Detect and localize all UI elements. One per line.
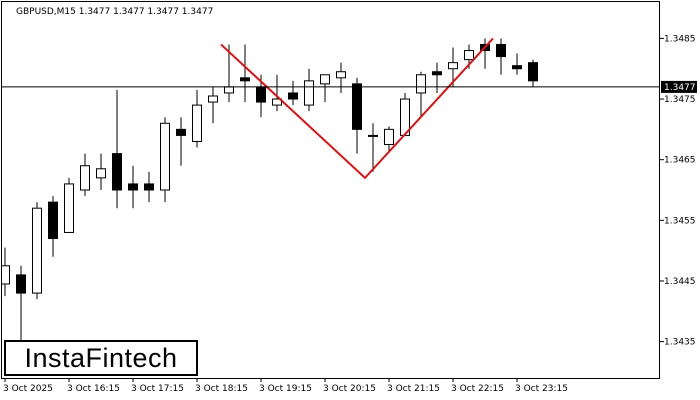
x-tick-label: 3 Oct 17:15 [131,384,184,394]
candle-body-bull [80,165,90,191]
brand-logo: InstaFintech [4,340,198,376]
candle-body-bull [160,122,170,191]
current-price-box: 1.3477 [661,80,697,93]
candle [320,74,330,103]
candle [432,62,442,93]
x-tick-label: 3 Oct 19:15 [259,384,312,394]
candle [496,38,506,75]
candle-body-bull [304,80,314,106]
y-tick-label: 1.3475 [664,95,696,105]
y-tick-label: 1.3465 [664,156,696,166]
candle-body-bear [176,128,186,136]
candle [128,165,138,209]
candle [64,177,74,233]
candle [400,92,410,136]
candle [368,123,378,172]
candle-body-bear [48,201,58,240]
candle [288,80,298,106]
double-top-pattern-line [220,37,494,180]
candle-body-bull [384,128,394,146]
current-price-box-bg [661,80,697,93]
candle-body-bull [272,98,282,106]
candle [336,62,346,93]
candle [80,153,90,197]
y-tick-label: 1.3485 [664,34,696,44]
candle-body-bull [208,95,218,103]
current-price-label: 1.3477 [664,83,696,93]
candle [96,153,106,190]
candle-body-bear [496,43,506,58]
candle [240,44,250,103]
candle-body-bull [2,265,10,285]
candle-body-bull [96,168,106,179]
candle-body-bull [368,134,378,137]
candle-body-bear [432,71,442,76]
y-axis: 1.3485 1.3475 1.3465 1.3455 1.3445 1.3435 [660,34,696,348]
candle [16,265,26,348]
candle-body-bull [416,74,426,94]
candle-body-bear [112,153,122,191]
candle [144,171,154,203]
candle [48,196,58,257]
pattern-layer [220,37,494,180]
y-tick-label: 1.3435 [664,338,696,348]
candle [208,86,218,124]
candle-body-bear [144,183,154,191]
candle-body-bull [464,50,474,61]
x-tick-label: 3 Oct 2025 [3,384,53,394]
x-tick-label: 3 Oct 23:15 [515,384,568,394]
candle-body-bear [240,77,250,82]
candle-body-bear [16,274,26,294]
candle [304,68,314,112]
candle-body-bull [448,62,458,70]
y-tick-label: 1.3455 [664,216,696,226]
candle [512,53,522,75]
candle-body-bull [32,207,42,294]
candle-body-bear [512,65,522,70]
chart-header-text: GBPUSD,M15 1.3477 1.3477 1.3477 1.3477 [16,7,213,17]
candle [448,47,458,87]
candle-body-bull [224,86,234,94]
candle [112,89,122,209]
plot-frame [1,1,660,379]
brand-logo-text: InstaFintech [24,342,178,373]
candles-layer [2,38,538,348]
x-tick-label: 3 Oct 21:15 [387,384,440,394]
candle [384,126,394,151]
candle [352,77,362,154]
candle-body-bull [64,183,74,233]
candle [32,202,42,300]
candle-body-bull [320,74,330,85]
candle-body-bull [192,104,202,142]
candle [2,247,10,297]
x-tick-label: 3 Oct 16:15 [67,384,120,394]
x-tick-label: 3 Oct 22:15 [451,384,504,394]
x-tick-label: 3 Oct 18:15 [195,384,248,394]
candle [176,117,186,166]
candle-body-bear [288,92,298,100]
candle-body-bull [336,71,346,79]
candle [160,117,170,203]
candle [528,59,538,87]
candle [192,89,202,148]
candle-body-bear [256,86,266,103]
x-axis: 3 Oct 2025 3 Oct 16:15 3 Oct 17:15 3 Oct 18… [3,378,568,394]
candle-body-bear [528,62,538,82]
y-tick-label: 1.3445 [664,277,696,287]
candle-body-bear [128,183,138,191]
candle [272,74,282,112]
candle [416,71,426,118]
candle-body-bear [352,83,362,130]
x-tick-label: 3 Oct 20:15 [323,384,376,394]
